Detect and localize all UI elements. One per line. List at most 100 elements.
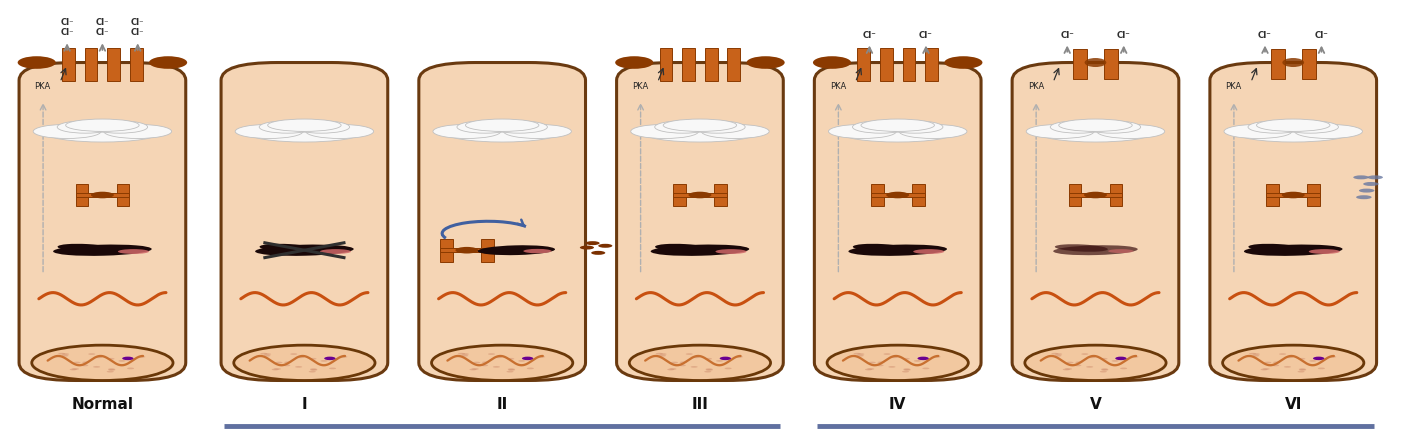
Ellipse shape bbox=[1063, 369, 1070, 370]
Ellipse shape bbox=[861, 119, 935, 132]
Ellipse shape bbox=[1100, 358, 1107, 360]
Ellipse shape bbox=[284, 361, 291, 363]
Ellipse shape bbox=[90, 192, 115, 198]
Ellipse shape bbox=[508, 369, 515, 371]
Ellipse shape bbox=[341, 356, 348, 358]
Ellipse shape bbox=[693, 356, 700, 358]
Ellipse shape bbox=[259, 121, 315, 133]
Ellipse shape bbox=[1051, 353, 1058, 354]
Ellipse shape bbox=[902, 371, 909, 373]
Ellipse shape bbox=[1299, 369, 1307, 371]
Ellipse shape bbox=[235, 124, 303, 139]
Ellipse shape bbox=[107, 368, 115, 370]
Ellipse shape bbox=[865, 369, 872, 370]
Ellipse shape bbox=[445, 124, 559, 142]
Ellipse shape bbox=[1102, 369, 1109, 371]
Ellipse shape bbox=[887, 121, 943, 133]
Text: Cl⁻: Cl⁻ bbox=[61, 18, 74, 27]
Ellipse shape bbox=[283, 365, 290, 366]
Bar bbox=[714, 183, 727, 206]
Ellipse shape bbox=[1298, 358, 1305, 360]
Ellipse shape bbox=[54, 245, 151, 256]
Ellipse shape bbox=[33, 124, 100, 139]
Bar bbox=[912, 183, 925, 206]
Ellipse shape bbox=[247, 124, 361, 142]
Ellipse shape bbox=[663, 119, 737, 132]
Ellipse shape bbox=[706, 368, 713, 370]
Ellipse shape bbox=[1299, 368, 1307, 370]
Text: PKA: PKA bbox=[830, 82, 846, 91]
Ellipse shape bbox=[1089, 356, 1096, 358]
Ellipse shape bbox=[667, 369, 674, 370]
FancyBboxPatch shape bbox=[221, 62, 387, 381]
Ellipse shape bbox=[308, 371, 315, 373]
Ellipse shape bbox=[922, 368, 929, 369]
Bar bbox=[1073, 49, 1087, 79]
Ellipse shape bbox=[72, 368, 79, 370]
Ellipse shape bbox=[271, 369, 279, 370]
Bar bbox=[683, 47, 696, 81]
Ellipse shape bbox=[1318, 368, 1325, 369]
Bar bbox=[1069, 183, 1082, 206]
Ellipse shape bbox=[904, 369, 911, 371]
Ellipse shape bbox=[90, 121, 147, 133]
Ellipse shape bbox=[1249, 353, 1256, 354]
Ellipse shape bbox=[61, 355, 68, 357]
Ellipse shape bbox=[857, 353, 864, 355]
Ellipse shape bbox=[491, 121, 547, 133]
Ellipse shape bbox=[1253, 353, 1260, 355]
Ellipse shape bbox=[324, 357, 335, 360]
Bar bbox=[660, 47, 673, 81]
Bar bbox=[85, 47, 98, 81]
Ellipse shape bbox=[329, 368, 337, 369]
Ellipse shape bbox=[109, 369, 116, 371]
Ellipse shape bbox=[1329, 356, 1336, 358]
Ellipse shape bbox=[88, 353, 95, 355]
Ellipse shape bbox=[310, 358, 317, 360]
Ellipse shape bbox=[720, 357, 731, 360]
Ellipse shape bbox=[848, 245, 947, 256]
Ellipse shape bbox=[305, 124, 373, 139]
Ellipse shape bbox=[321, 360, 328, 362]
Ellipse shape bbox=[457, 121, 513, 133]
Text: Cl⁻: Cl⁻ bbox=[1060, 31, 1075, 39]
FancyBboxPatch shape bbox=[1012, 62, 1179, 381]
Ellipse shape bbox=[829, 124, 896, 139]
Ellipse shape bbox=[1223, 345, 1365, 381]
Ellipse shape bbox=[1249, 244, 1304, 252]
Ellipse shape bbox=[679, 365, 686, 366]
Ellipse shape bbox=[1102, 368, 1109, 370]
Bar bbox=[880, 47, 892, 81]
Bar bbox=[116, 183, 129, 206]
Bar bbox=[706, 47, 717, 81]
Ellipse shape bbox=[527, 368, 534, 369]
Ellipse shape bbox=[1051, 121, 1107, 133]
Ellipse shape bbox=[724, 368, 731, 369]
Bar bbox=[871, 193, 925, 197]
Ellipse shape bbox=[933, 356, 940, 358]
Ellipse shape bbox=[481, 365, 488, 366]
Ellipse shape bbox=[465, 119, 539, 132]
Ellipse shape bbox=[1066, 361, 1073, 363]
Ellipse shape bbox=[495, 356, 502, 358]
Ellipse shape bbox=[522, 357, 533, 360]
Ellipse shape bbox=[107, 358, 115, 360]
Ellipse shape bbox=[1249, 121, 1305, 133]
Text: Cl⁻: Cl⁻ bbox=[132, 18, 144, 27]
Ellipse shape bbox=[508, 368, 515, 370]
Ellipse shape bbox=[1097, 124, 1165, 139]
Bar bbox=[1267, 193, 1321, 197]
Bar bbox=[1302, 49, 1316, 79]
Ellipse shape bbox=[1065, 368, 1072, 370]
Ellipse shape bbox=[878, 361, 885, 363]
Ellipse shape bbox=[1237, 124, 1350, 142]
Ellipse shape bbox=[293, 121, 349, 133]
Ellipse shape bbox=[45, 124, 158, 142]
Ellipse shape bbox=[656, 353, 663, 354]
Ellipse shape bbox=[458, 353, 465, 354]
Bar bbox=[673, 193, 727, 197]
Ellipse shape bbox=[81, 365, 88, 366]
Ellipse shape bbox=[1039, 124, 1152, 142]
Ellipse shape bbox=[493, 366, 501, 368]
Ellipse shape bbox=[58, 353, 65, 354]
